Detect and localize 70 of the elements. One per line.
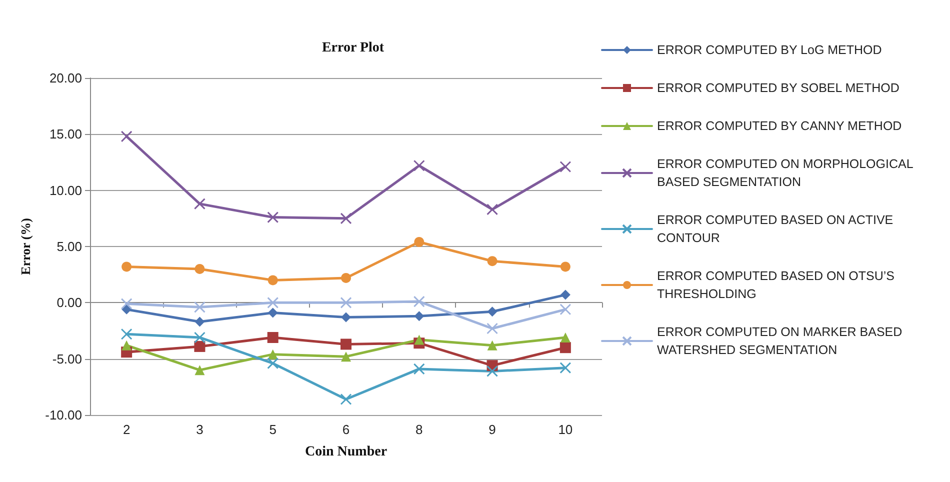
point	[560, 362, 572, 374]
point	[341, 312, 351, 322]
legend-label: ERROR COMPUTED BY LoG METHOD	[657, 43, 882, 57]
point	[194, 301, 206, 313]
x-axis-title: Coin Number	[304, 444, 388, 460]
point	[560, 290, 570, 300]
legend-label: ERROR COMPUTED BY CANNY METHOD	[657, 119, 902, 133]
point	[122, 262, 132, 272]
y-axis-title: Error (%)	[18, 218, 33, 275]
point	[414, 237, 424, 248]
point	[340, 212, 352, 224]
point	[560, 160, 572, 172]
point	[122, 304, 132, 314]
x-tick-label: 3	[196, 422, 204, 437]
point	[487, 256, 498, 266]
y-tick-label: -10.00	[45, 408, 82, 422]
chart-title: Error Plot	[322, 40, 384, 56]
legend-label: ERROR COMPUTED ON MARKER BASED WATERSHED SEGMENTATION	[657, 325, 906, 357]
y-tick-label: 5.00	[56, 239, 82, 254]
point	[413, 363, 425, 375]
point	[340, 394, 352, 406]
point	[267, 296, 279, 308]
point	[486, 204, 498, 216]
point	[560, 342, 571, 354]
point	[486, 322, 498, 334]
point	[267, 332, 278, 343]
point	[268, 308, 278, 318]
point	[267, 358, 279, 370]
legend-label: ERROR COMPUTED ON MORPHOLOGICAL BASED SEGMENTATION	[657, 157, 916, 189]
x-tick-label: 5	[269, 422, 276, 437]
point	[120, 130, 132, 142]
point	[120, 298, 132, 310]
point	[413, 296, 425, 308]
y-tick-label: -5.00	[52, 351, 82, 366]
legend-label: ERROR COMPUTED BASED ON ACTIVE CONTOUR	[657, 213, 897, 245]
y-tick-label: 20.00	[49, 70, 82, 86]
point	[487, 306, 498, 317]
legend-label: ERROR COMPUTED BASED ON OTSU’S THRESHOLDING	[657, 269, 898, 301]
point	[487, 340, 498, 350]
point	[341, 272, 351, 283]
point	[268, 349, 278, 360]
point	[122, 340, 132, 350]
point	[194, 340, 206, 352]
point	[267, 212, 279, 224]
point	[413, 160, 425, 172]
point	[341, 352, 351, 362]
point	[194, 365, 205, 376]
x-tick-label: 9	[488, 422, 496, 437]
x-tick-label: 2	[122, 422, 130, 437]
point	[194, 264, 205, 274]
point	[120, 328, 132, 340]
legend-label: ERROR COMPUTED BY SOBEL METHOD	[657, 81, 900, 95]
point	[560, 304, 572, 316]
point	[194, 316, 205, 327]
point	[486, 365, 498, 377]
y-tick-label: 10.00	[49, 182, 82, 198]
point	[560, 262, 570, 272]
point	[340, 338, 352, 350]
x-tick-label: 6	[342, 422, 350, 437]
point	[194, 198, 206, 210]
point	[560, 332, 570, 342]
x-tick-label: 10	[558, 422, 573, 437]
point	[414, 311, 424, 322]
point	[414, 334, 424, 345]
x-tick-label: 8	[416, 422, 423, 437]
y-tick-label: 15.00	[49, 126, 82, 142]
point	[340, 296, 352, 308]
y-tick-label: 0.00	[56, 295, 82, 310]
point	[194, 332, 206, 344]
point	[268, 275, 278, 286]
